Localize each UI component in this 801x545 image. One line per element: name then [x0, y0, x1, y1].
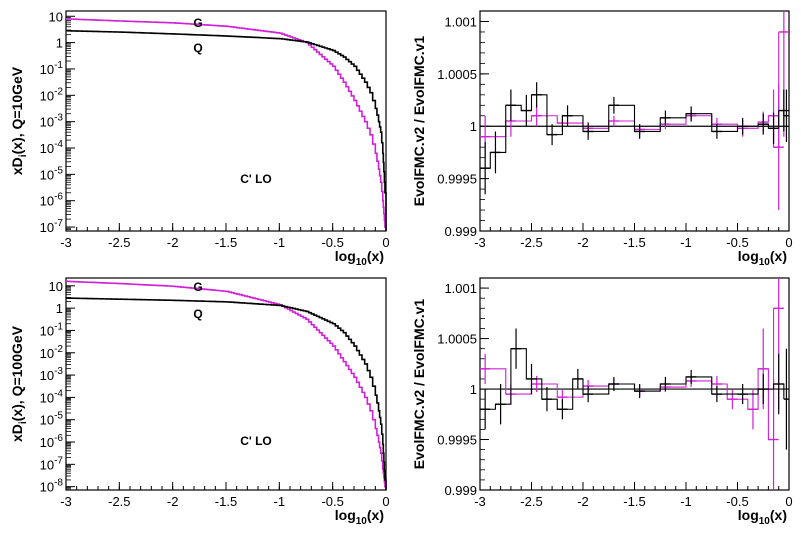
y-tick-label: 1 [56, 301, 63, 316]
x-tick-label: 0 [785, 235, 792, 250]
x-tick-label: -3 [60, 235, 72, 250]
y-axis-title: xDi(x), Q=100GeV [9, 325, 29, 442]
x-tick-label: -1.5 [623, 235, 645, 250]
y-tick-label: 10-6 [40, 192, 64, 209]
y-tick-label: 10-1 [40, 60, 64, 77]
y-tick-label: 10-4 [40, 388, 64, 405]
plot-frame [65, 277, 387, 491]
y-tick-label: 10 [49, 279, 63, 294]
x-tick-label: -3 [474, 235, 486, 250]
x-axis-title: log10(x) [738, 507, 787, 527]
y-tick-label: 1.0005 [437, 67, 477, 82]
x-tick-label: -2 [577, 494, 589, 509]
x-tick-label: -0.5 [321, 494, 343, 509]
plot-frame [65, 10, 387, 232]
x-tick-label: -0.5 [321, 235, 343, 250]
y-tick-label: 10-8 [40, 478, 64, 495]
y-tick-label: 0.999 [444, 224, 477, 239]
y-tick-label: 10 [49, 9, 63, 24]
y-tick-label: 10-1 [40, 321, 64, 338]
y-axis-title: xDi(x), Q=10GeV [9, 66, 29, 175]
series-g-curve [66, 280, 387, 490]
series-label-q: Q [193, 307, 202, 321]
x-tick-label: -1 [680, 235, 692, 250]
x-tick-label: -3 [474, 494, 486, 509]
chart-ratio-q10: 1.001 1.0005 1 0.9995 0.999-3 -2.5 -2 -1.5 -1 -0.… [411, 10, 793, 268]
y-tick-label: 10-4 [40, 139, 64, 156]
series-g-steps [480, 308, 775, 441]
x-tick-label: -1 [274, 494, 286, 509]
y-tick-label: 10-2 [40, 86, 64, 103]
x-tick-label: -2 [167, 235, 179, 250]
x-tick-label: -2.5 [520, 235, 542, 250]
series-q-curve [66, 29, 387, 231]
y-tick-label: 10-2 [40, 344, 64, 361]
y-tick-label: 10-5 [40, 165, 64, 182]
y-tick-label: 10-7 [40, 218, 64, 235]
y-tick-label: 10-6 [40, 433, 64, 450]
x-tick-label: -2 [167, 494, 179, 509]
y-tick-label: 1 [56, 36, 63, 51]
x-tick-label: 0 [785, 494, 792, 509]
x-tick-label: -1 [274, 235, 286, 250]
y-tick-label: 10-5 [40, 411, 64, 428]
y-tick-label: 1.0005 [437, 332, 477, 347]
x-tick-label: -1.5 [215, 494, 237, 509]
x-tick-label: -1.5 [215, 235, 237, 250]
chart-pdf-q100: 10 1 10-1 10-2 10-3 10-4 10-5 10-6 10-7 10-8-3 -2.… [9, 277, 390, 527]
y-axis-title: EvolFMC.v2 / EvolFMC.v1 [411, 299, 427, 470]
x-tick-label: 0 [382, 235, 389, 250]
y-tick-label: 10-3 [40, 366, 64, 383]
x-tick-label: -0.5 [726, 494, 748, 509]
series-label-q: Q [193, 41, 202, 55]
x-tick-label: -2 [577, 235, 589, 250]
series-g-steps [480, 31, 780, 148]
y-tick-label: 0.9995 [437, 433, 477, 448]
y-tick-label: 1.001 [444, 14, 477, 29]
x-tick-label: -1 [680, 494, 692, 509]
x-tick-label: 0 [382, 494, 389, 509]
y-axis-title: EvolFMC.v2 / EvolFMC.v1 [411, 36, 427, 207]
x-axis-title: log10(x) [335, 507, 384, 527]
y-tick-label: 1 [470, 382, 477, 397]
series-label-g: G [193, 16, 202, 30]
x-tick-label: -2.5 [108, 494, 130, 509]
chart-ratio-q100: 1.001 1.0005 1 0.9995 0.999-3 -2.5 -2 -1.5 -1 -0.… [411, 277, 793, 527]
x-tick-label: -2.5 [520, 494, 542, 509]
y-tick-label: 0.999 [444, 483, 477, 498]
chart-pdf-q10: 10 1 10-1 10-2 10-3 10-4 10-5 10-6 10-7-3 -2.5 -2 -… [9, 9, 390, 268]
series-q-steps [480, 348, 785, 410]
x-axis-title: log10(x) [738, 248, 787, 268]
x-tick-label: -0.5 [726, 235, 748, 250]
y-tick-label: 0.9995 [437, 172, 477, 187]
x-tick-label: -3 [60, 494, 72, 509]
annotation-label: C' LO [240, 434, 272, 448]
y-tick-label: 1.001 [444, 281, 477, 296]
y-tick-label: 10-3 [40, 113, 64, 130]
x-tick-label: -1.5 [623, 494, 645, 509]
y-tick-label: 1 [470, 119, 477, 134]
series-g-curve [66, 18, 387, 231]
x-tick-label: -2.5 [108, 235, 130, 250]
series-q-curve [66, 297, 387, 490]
series-q-steps [480, 94, 785, 169]
annotation-label: C' LO [240, 172, 272, 186]
series-label-g: G [193, 280, 202, 294]
y-tick-label: 10-7 [40, 455, 64, 472]
x-axis-title: log10(x) [335, 248, 384, 268]
